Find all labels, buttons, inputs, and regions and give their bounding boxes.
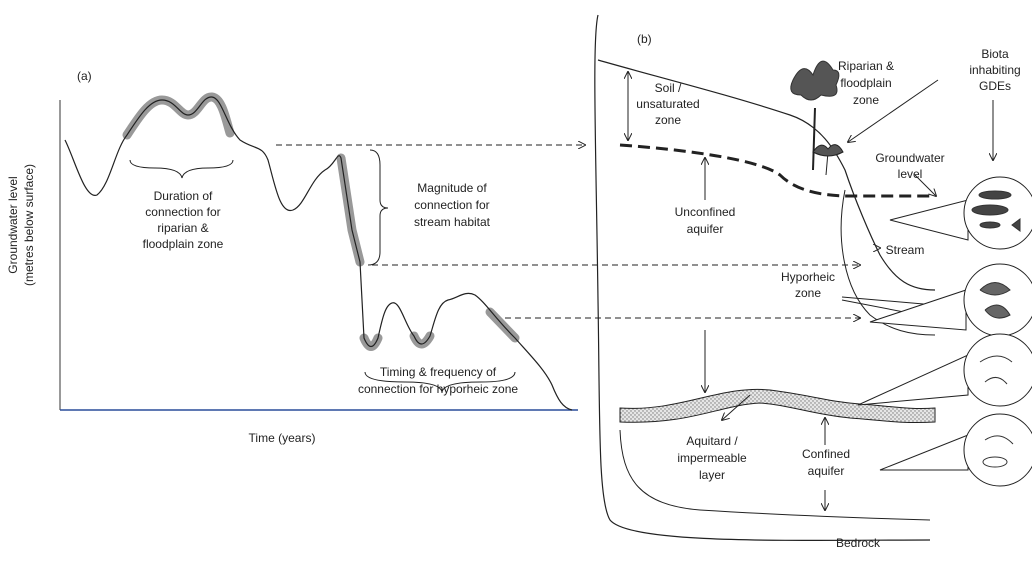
annotation-line: Timing & frequency of [380, 365, 497, 379]
confined-boundary [620, 430, 930, 520]
annotation-line: Confined [802, 447, 850, 461]
annotation-line: Unconfined [675, 205, 736, 219]
y-axis-label: Groundwater level [6, 176, 20, 273]
annotation-line: Soil / [655, 81, 682, 95]
annotation-line: aquifer [808, 464, 845, 478]
annotation-line: riparian & [157, 221, 208, 235]
annotation-line: GDEs [979, 79, 1011, 93]
annotation-line: Riparian & [838, 59, 894, 73]
panel-label: (a) [77, 69, 92, 83]
panel-a: (a) Groundwater level (metres below surf… [6, 69, 860, 445]
biota-callouts [858, 177, 1032, 486]
annotation-line: zone [795, 286, 821, 300]
annotation-line: Bedrock [836, 536, 881, 550]
groundwater-curve [65, 97, 572, 410]
annotation-line: connection for [414, 198, 489, 212]
annotation-line: Groundwater [875, 151, 944, 165]
annotation-line: Stream [886, 243, 925, 257]
annotation-line: impermeable [677, 451, 747, 465]
annotation-line: inhabiting [969, 63, 1020, 77]
annotation-line: zone [853, 93, 879, 107]
bedrock-boundary [595, 15, 930, 540]
annotation-line: floodplain zone [143, 237, 224, 251]
annotation-line: Hyporheic [781, 270, 835, 284]
land-surface [598, 60, 935, 290]
annotation-line: layer [699, 468, 725, 482]
annotation-line: zone [655, 113, 681, 127]
brace [130, 160, 233, 178]
annotation-line: connection for hyporheic zone [358, 382, 518, 396]
annotation-line: Biota [981, 47, 1009, 61]
annotation-line: Magnitude of [417, 181, 487, 195]
annotation-line: level [898, 167, 923, 181]
annotation-line: connection for [145, 205, 220, 219]
brace [368, 150, 388, 265]
y-axis-label: (metres below surface) [22, 164, 36, 286]
annotation: Duration of connection for riparian & fl… [143, 181, 519, 396]
diagram: (a) Groundwater level (metres below surf… [0, 0, 1032, 557]
annotation-line: unsaturated [636, 97, 699, 111]
annotation-line: Aquitard / [686, 434, 738, 448]
annotation-line: Duration of [154, 189, 213, 203]
panel-label: (b) [637, 32, 652, 46]
annotation-line: floodplain [840, 76, 891, 90]
annotation-line: aquifer [687, 222, 724, 236]
x-axis-label: Time (years) [249, 431, 316, 445]
pointer [842, 297, 935, 305]
annotation-line: stream habitat [414, 215, 491, 229]
